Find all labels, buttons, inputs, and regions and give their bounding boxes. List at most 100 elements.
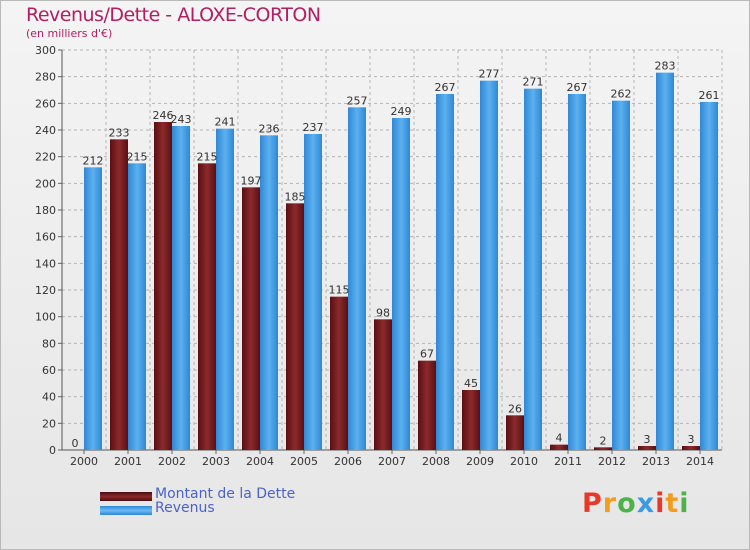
x-tick-label-2007: 2007 xyxy=(378,455,406,468)
data-labels: 0212233215246243215241197236185237115257… xyxy=(72,60,720,450)
bar-dette-2014 xyxy=(682,446,700,450)
data-label-dette-2001: 233 xyxy=(109,126,130,139)
bar-dette-2008 xyxy=(418,360,436,450)
bars xyxy=(84,72,718,451)
bar-revenus-2001 xyxy=(128,163,146,451)
chart-subtitle: (en milliers d'€) xyxy=(26,27,113,40)
x-tick-label-2014: 2014 xyxy=(686,455,714,468)
logo-letter: x xyxy=(636,488,656,519)
bar-revenus-2014 xyxy=(700,102,718,450)
y-tick-label: 220 xyxy=(35,151,56,164)
data-label-revenus-2011: 267 xyxy=(567,81,588,94)
y-tick-label: 200 xyxy=(35,177,56,190)
data-label-revenus-2009: 277 xyxy=(479,68,500,81)
data-label-dette-2008: 67 xyxy=(420,348,434,361)
data-label-revenus-2012: 262 xyxy=(611,88,632,101)
y-tick-label: 0 xyxy=(49,444,56,457)
x-tick-label-2013: 2013 xyxy=(642,455,670,468)
legend-swatch-dette xyxy=(100,492,152,501)
data-label-dette-2004: 197 xyxy=(241,174,262,187)
bar-dette-2001 xyxy=(110,139,128,451)
x-tick-label-2006: 2006 xyxy=(334,455,362,468)
bar-revenus-2012 xyxy=(612,100,630,451)
data-label-revenus-2001: 215 xyxy=(127,150,148,163)
data-label-revenus-2000: 212 xyxy=(83,154,104,167)
data-label-dette-2012: 2 xyxy=(600,434,607,447)
bar-revenus-2003 xyxy=(216,128,234,450)
data-label-dette-2007: 98 xyxy=(376,306,390,319)
y-tick-label: 280 xyxy=(35,71,56,84)
data-label-revenus-2014: 261 xyxy=(699,89,720,102)
x-tick-label-2008: 2008 xyxy=(422,455,450,468)
x-tick-label-2011: 2011 xyxy=(554,455,582,468)
bar-dette-2004 xyxy=(242,187,260,451)
bar-revenus-2008 xyxy=(436,94,454,450)
y-tick-label: 120 xyxy=(35,284,56,297)
bar-revenus-2000 xyxy=(84,167,102,451)
bar-dette-2006 xyxy=(330,296,348,450)
bar-revenus-2002 xyxy=(172,126,190,450)
logo-letter: i xyxy=(655,488,666,519)
logo-letter: r xyxy=(602,488,618,519)
data-label-dette-2006: 115 xyxy=(329,284,350,297)
legend-label-dette: Montant de la Dette xyxy=(155,486,296,502)
data-label-revenus-2003: 241 xyxy=(215,116,236,129)
legend-swatch-revenus xyxy=(100,506,152,515)
y-tick-label: 240 xyxy=(35,124,56,137)
data-label-dette-2009: 45 xyxy=(464,377,478,390)
data-label-dette-2010: 26 xyxy=(508,402,522,415)
data-label-dette-2013: 3 xyxy=(644,433,651,446)
bar-dette-2013 xyxy=(638,446,656,450)
logo-letter: t xyxy=(665,488,680,519)
y-tick-label: 20 xyxy=(42,417,56,430)
x-tick-label-2002: 2002 xyxy=(158,455,186,468)
data-label-revenus-2013: 283 xyxy=(655,60,676,73)
data-label-dette-2002: 246 xyxy=(153,109,174,122)
x-tick-label-2005: 2005 xyxy=(290,455,318,468)
bar-dette-2009 xyxy=(462,390,480,450)
x-tick-label-2003: 2003 xyxy=(202,455,230,468)
y-tick-label: 260 xyxy=(35,97,56,110)
bar-revenus-2009 xyxy=(480,80,498,451)
data-label-revenus-2005: 237 xyxy=(303,121,324,134)
data-label-revenus-2010: 271 xyxy=(523,76,544,89)
legend-label-revenus: Revenus xyxy=(155,500,215,516)
bar-dette-2002 xyxy=(154,122,172,450)
data-label-revenus-2007: 249 xyxy=(391,105,412,118)
data-label-dette-2011: 4 xyxy=(556,432,563,445)
y-tick-label: 40 xyxy=(42,391,56,404)
bar-dette-2005 xyxy=(286,203,304,450)
data-label-revenus-2004: 236 xyxy=(259,122,280,135)
bar-revenus-2006 xyxy=(348,107,366,450)
bar-revenus-2007 xyxy=(392,118,410,450)
bar-revenus-2005 xyxy=(304,134,322,450)
y-tick-label: 140 xyxy=(35,257,56,270)
x-tick-label-2000: 2000 xyxy=(70,455,98,468)
bar-revenus-2010 xyxy=(524,88,542,451)
bar-dette-2012 xyxy=(594,447,612,450)
x-tick-label-2012: 2012 xyxy=(598,455,626,468)
data-label-dette-2014: 3 xyxy=(688,433,695,446)
logo-letter: P xyxy=(582,488,603,519)
bar-dette-2007 xyxy=(374,319,392,450)
data-label-dette-2003: 215 xyxy=(197,150,218,163)
bar-dette-2010 xyxy=(506,415,524,450)
x-tick-label-2009: 2009 xyxy=(466,455,494,468)
y-tick-label: 160 xyxy=(35,231,56,244)
data-label-dette-2000: 0 xyxy=(72,437,79,450)
bar-revenus-2011 xyxy=(568,94,586,450)
y-tick-label: 60 xyxy=(42,364,56,377)
logo-letter: o xyxy=(617,488,637,519)
x-tick-label-2010: 2010 xyxy=(510,455,538,468)
axes: 0204060801001201401601802002202402602803… xyxy=(35,44,722,468)
data-label-dette-2005: 185 xyxy=(285,190,306,203)
proxiti-logo: Proxiti xyxy=(582,488,690,519)
y-tick-label: 300 xyxy=(35,44,56,57)
logo-letter: i xyxy=(679,488,690,519)
y-tick-label: 80 xyxy=(42,337,56,350)
bar-dette-2003 xyxy=(198,163,216,451)
data-label-revenus-2002: 243 xyxy=(171,113,192,126)
data-label-revenus-2008: 267 xyxy=(435,81,456,94)
x-tick-label-2001: 2001 xyxy=(114,455,142,468)
